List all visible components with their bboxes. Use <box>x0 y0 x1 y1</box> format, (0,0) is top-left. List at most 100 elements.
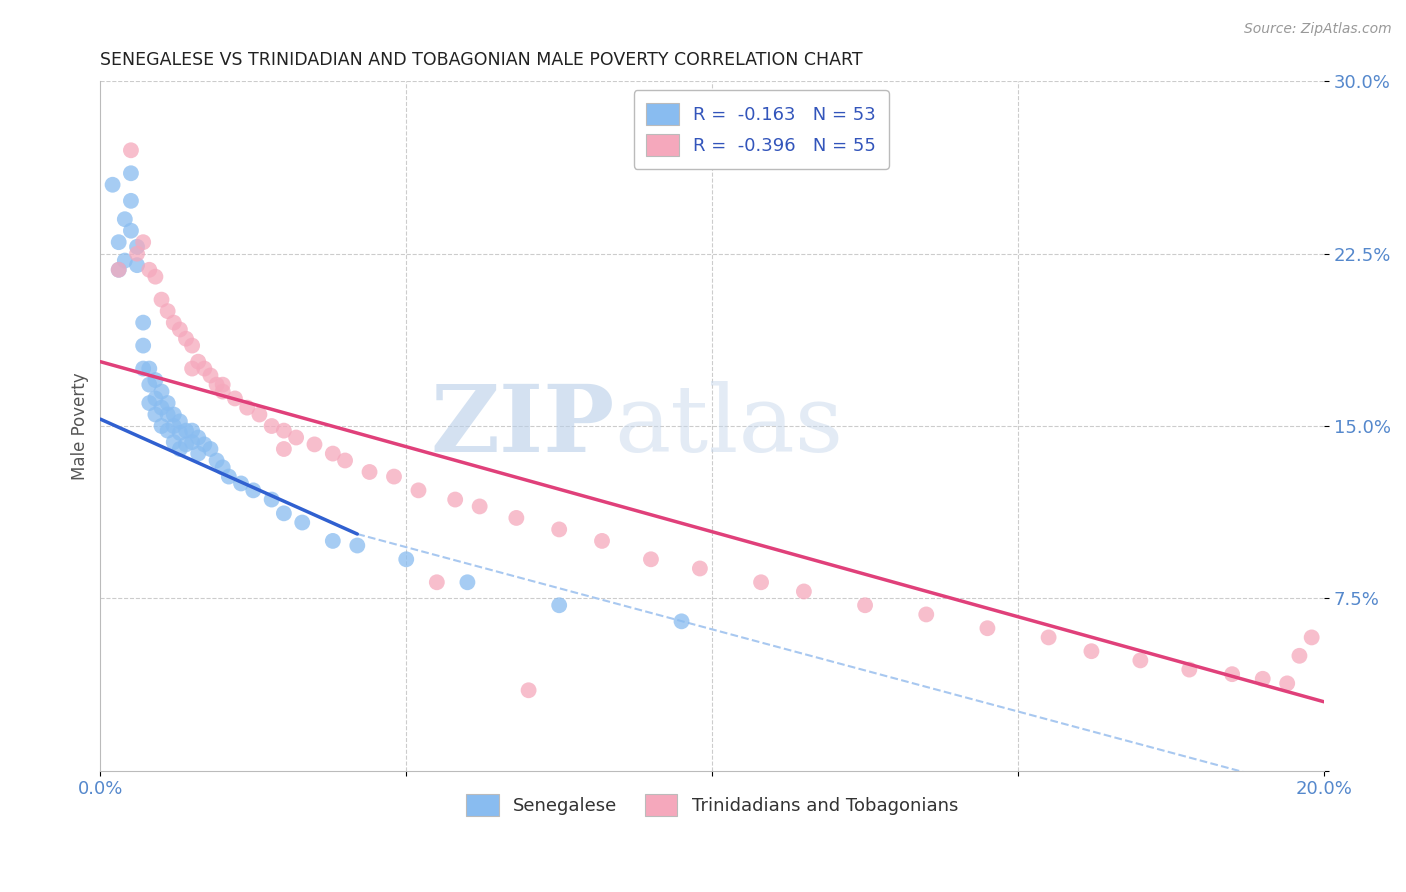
Point <box>291 516 314 530</box>
Point <box>853 599 876 613</box>
Point <box>205 453 228 467</box>
Point <box>1038 631 1060 645</box>
Point <box>304 437 326 451</box>
Point <box>150 419 173 434</box>
Point <box>169 425 191 440</box>
Point <box>236 401 259 415</box>
Text: SENEGALESE VS TRINIDADIAN AND TOBAGONIAN MALE POVERTY CORRELATION CHART: SENEGALESE VS TRINIDADIAN AND TOBAGONIAN… <box>100 51 863 69</box>
Point <box>1277 676 1299 690</box>
Point <box>229 476 252 491</box>
Point <box>505 511 527 525</box>
Point <box>174 332 197 346</box>
Point <box>260 492 283 507</box>
Point <box>120 143 142 157</box>
Point <box>150 401 173 415</box>
Point <box>125 258 148 272</box>
Point <box>132 316 155 330</box>
Point <box>1080 644 1102 658</box>
Point <box>1178 663 1201 677</box>
Point <box>169 442 191 456</box>
Point <box>915 607 938 622</box>
Point <box>322 533 344 548</box>
Point <box>211 377 233 392</box>
Point <box>285 430 308 444</box>
Point <box>211 384 233 399</box>
Point <box>163 419 186 434</box>
Point <box>120 194 142 208</box>
Legend: Senegalese, Trinidadians and Tobagonians: Senegalese, Trinidadians and Tobagonians <box>460 788 965 823</box>
Point <box>125 246 148 260</box>
Point <box>125 240 148 254</box>
Point <box>132 338 155 352</box>
Point <box>107 235 129 250</box>
Point <box>444 492 467 507</box>
Point <box>174 437 197 451</box>
Point <box>205 377 228 392</box>
Point <box>114 253 136 268</box>
Point <box>640 552 662 566</box>
Point <box>273 506 295 520</box>
Point <box>273 424 295 438</box>
Point <box>456 575 478 590</box>
Point <box>218 469 240 483</box>
Point <box>114 212 136 227</box>
Point <box>138 396 160 410</box>
Point <box>156 424 179 438</box>
Point <box>138 377 160 392</box>
Point <box>120 166 142 180</box>
Point <box>468 500 491 514</box>
Point <box>200 442 222 456</box>
Point <box>548 599 571 613</box>
Point <box>749 575 772 590</box>
Point <box>138 262 160 277</box>
Point <box>793 584 815 599</box>
Point <box>174 424 197 438</box>
Point <box>101 178 124 192</box>
Point <box>408 483 430 498</box>
Point <box>671 615 693 629</box>
Point <box>138 361 160 376</box>
Point <box>169 414 191 428</box>
Point <box>181 338 204 352</box>
Point <box>193 361 215 376</box>
Point <box>382 469 405 483</box>
Point <box>163 435 186 450</box>
Point <box>395 552 418 566</box>
Point <box>150 293 173 307</box>
Point <box>211 460 233 475</box>
Point <box>1301 631 1323 645</box>
Point <box>145 269 167 284</box>
Point <box>163 316 186 330</box>
Point <box>181 361 204 376</box>
Point <box>1288 648 1310 663</box>
Point <box>548 523 571 537</box>
Point <box>976 621 998 635</box>
Point <box>181 424 204 438</box>
Point <box>187 354 209 368</box>
Point <box>517 683 540 698</box>
Point <box>1251 672 1274 686</box>
Point <box>156 304 179 318</box>
Point <box>242 483 264 498</box>
Point <box>426 575 449 590</box>
Point <box>120 224 142 238</box>
Text: ZIP: ZIP <box>430 381 614 471</box>
Point <box>132 361 155 376</box>
Point <box>591 533 613 548</box>
Text: atlas: atlas <box>614 381 844 471</box>
Point <box>359 465 381 479</box>
Point <box>187 430 209 444</box>
Point <box>163 408 186 422</box>
Point <box>187 447 209 461</box>
Point <box>249 408 271 422</box>
Point <box>145 392 167 406</box>
Text: Source: ZipAtlas.com: Source: ZipAtlas.com <box>1244 22 1392 37</box>
Point <box>689 561 711 575</box>
Point <box>156 396 179 410</box>
Point <box>107 262 129 277</box>
Point <box>346 539 368 553</box>
Point <box>132 235 155 250</box>
Point <box>169 322 191 336</box>
Point <box>181 435 204 450</box>
Point <box>273 442 295 456</box>
